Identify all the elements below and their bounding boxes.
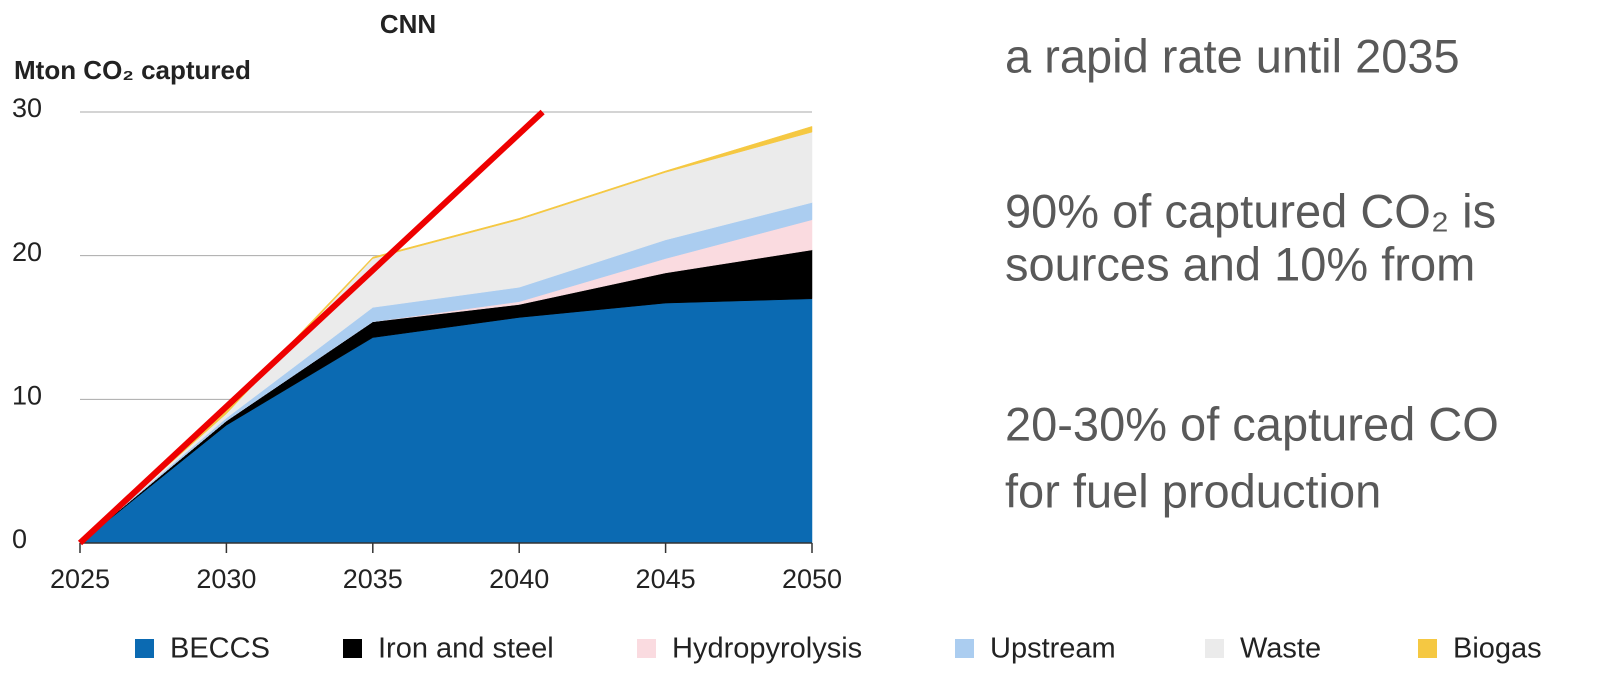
x-tick-label: 2030 xyxy=(196,564,256,594)
x-tick-label: 2045 xyxy=(636,564,696,594)
trend-line xyxy=(77,109,545,546)
side-text: 20-30% of captured CO xyxy=(1005,397,1499,450)
legend-swatch xyxy=(343,639,362,658)
side-text: 90% of captured CO₂ is xyxy=(1005,184,1496,237)
legend-label: Upstream xyxy=(990,633,1116,665)
legend-label: Biogas xyxy=(1453,633,1542,665)
legend-label: Iron and steel xyxy=(378,633,554,665)
y-tick-label: 30 xyxy=(12,93,42,123)
side-text: sources and 10% from xyxy=(1005,237,1475,290)
x-tick-label: 2040 xyxy=(489,564,549,594)
x-tick-label: 2050 xyxy=(782,564,842,594)
legend-label: Waste xyxy=(1240,633,1321,665)
y-axis-label: Mton CO₂ captured xyxy=(14,55,251,85)
area xyxy=(79,298,813,544)
legend-label: Hydropyrolysis xyxy=(672,633,862,665)
legend-label: BECCS xyxy=(170,633,270,665)
x-tick-label: 2025 xyxy=(50,564,110,594)
y-tick-label: 20 xyxy=(12,237,42,267)
legend-swatch xyxy=(1205,639,1224,658)
side-text: a rapid rate until 2035 xyxy=(1005,29,1460,82)
legend-swatch xyxy=(1418,639,1437,658)
y-tick-label: 0 xyxy=(12,524,27,554)
legend-swatch xyxy=(955,639,974,658)
area xyxy=(79,126,813,544)
side-text: for fuel production xyxy=(1005,464,1381,517)
chart-title: CNN xyxy=(380,9,436,39)
legend-swatch xyxy=(637,639,656,658)
y-tick-label: 10 xyxy=(12,380,42,410)
x-tick-label: 2035 xyxy=(343,564,403,594)
legend-swatch xyxy=(135,639,154,658)
